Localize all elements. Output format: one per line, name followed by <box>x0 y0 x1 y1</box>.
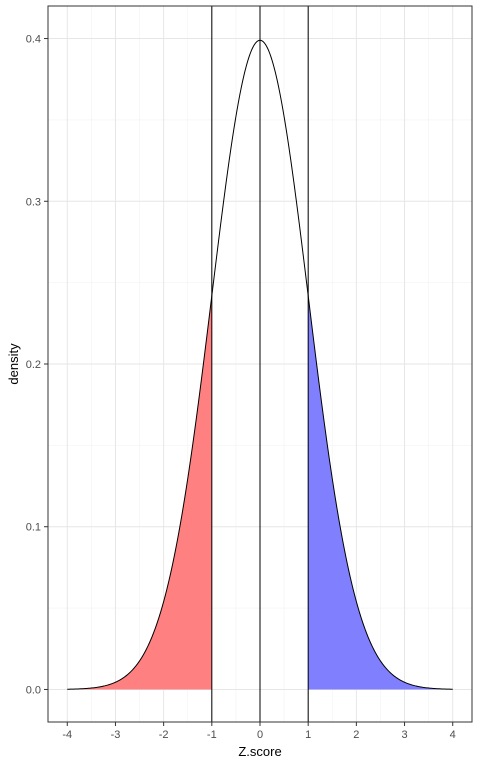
x-tick-label: -1 <box>207 729 217 741</box>
y-tick-label: 0.1 <box>26 522 41 534</box>
y-tick-label: 0.3 <box>26 196 41 208</box>
x-axis-title: Z.score <box>238 744 281 759</box>
y-tick-label: 0.4 <box>26 34 41 46</box>
x-tick-label: 4 <box>450 729 456 741</box>
x-tick-label: 3 <box>401 729 407 741</box>
x-axis-ticks: -4 -3 -2 -1 0 1 2 3 4 <box>62 722 456 741</box>
y-axis-title: density <box>6 343 21 385</box>
x-tick-label: 2 <box>353 729 359 741</box>
x-tick-label: 0 <box>257 729 263 741</box>
lines-layer <box>67 6 453 722</box>
x-tick-label: -4 <box>62 729 72 741</box>
y-tick-label: 0.0 <box>26 684 41 696</box>
y-tick-label: 0.2 <box>26 359 41 371</box>
x-tick-label: -2 <box>159 729 169 741</box>
x-tick-label: 1 <box>305 729 311 741</box>
right-tail-area <box>308 295 453 690</box>
shaded-regions <box>67 295 453 690</box>
x-tick-label: -3 <box>111 729 121 741</box>
left-tail-area <box>67 295 212 690</box>
y-axis-ticks: 0.0 0.1 0.2 0.3 0.4 <box>26 34 48 696</box>
